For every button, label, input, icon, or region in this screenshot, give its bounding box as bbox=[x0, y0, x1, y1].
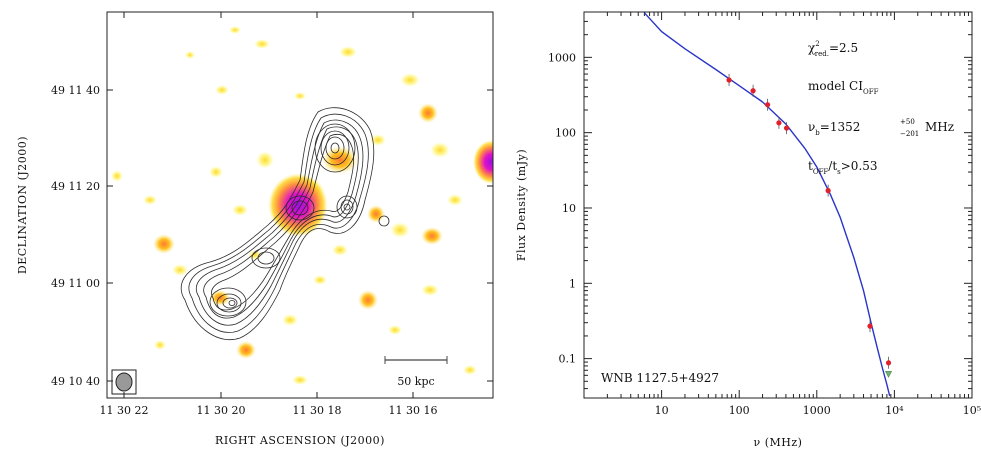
spectrum-points bbox=[726, 74, 893, 378]
left-x-tick-1: 11 30 20 bbox=[197, 404, 246, 417]
annot-model: model CIOFF bbox=[808, 79, 879, 96]
spectrum-y-tick-label: 1 bbox=[569, 277, 576, 290]
spectrum-y-tick-label: 1000 bbox=[548, 51, 576, 64]
left-y-tick-1: 49 11 20 bbox=[51, 180, 100, 193]
left-x-tick-0: 11 30 22 bbox=[100, 404, 149, 417]
annot-time-ratio: tOFF/ts>0.53 bbox=[808, 159, 878, 176]
scale-bar bbox=[384, 356, 448, 364]
right-panel: 10 100 1000 10⁴ 10⁵ 0.1 1 10 100 1000 ν (MHz) Flu… bbox=[515, 11, 981, 449]
data-point bbox=[726, 77, 732, 83]
spectrum-x-axis-title: ν (MHz) bbox=[754, 436, 803, 449]
left-x-tick-3: 11 30 16 bbox=[389, 404, 438, 417]
spectrum-x-tick-label: 10⁵ bbox=[963, 404, 981, 417]
data-point bbox=[867, 323, 873, 329]
data-point bbox=[783, 125, 790, 131]
spectrum-frame bbox=[583, 11, 973, 399]
annot-nu-err-plus: +50 bbox=[900, 118, 915, 126]
fit-curve bbox=[643, 12, 891, 397]
spectrum-y-tick-label: 10 bbox=[562, 202, 576, 215]
spectrum-y-axis-title: Flux Density (mJy) bbox=[515, 149, 528, 261]
data-point bbox=[764, 102, 771, 108]
left-x-tick-2: 11 30 18 bbox=[293, 404, 342, 417]
data-point bbox=[750, 88, 756, 94]
upper-limit-marker bbox=[885, 370, 893, 378]
data-point bbox=[776, 120, 782, 126]
overlay-image bbox=[107, 12, 493, 398]
annot-nu-unit: MHz bbox=[925, 120, 954, 134]
annot-nu-err-minus: −201 bbox=[900, 130, 919, 138]
left-y-tick-0: 49 11 40 bbox=[51, 84, 100, 97]
spectrum-tick-labels: 10 100 1000 10⁴ 10⁵ 0.1 1 10 100 1000 bbox=[548, 51, 981, 417]
spectrum-ticks bbox=[583, 11, 972, 399]
annot-chi: χ2 red.=2.5 bbox=[808, 40, 858, 58]
data-point bbox=[825, 188, 831, 194]
data-point bbox=[885, 360, 892, 366]
spectrum-x-tick-label: 1000 bbox=[803, 404, 831, 417]
annot-break-frequency: νb=1352 bbox=[808, 120, 860, 137]
left-y-tick-2: 49 11 00 bbox=[51, 277, 100, 290]
left-y-axis-title: DECLINATION (J2000) bbox=[16, 136, 29, 274]
spectrum-x-tick-label: 100 bbox=[729, 404, 750, 417]
spectrum-y-tick-label: 0.1 bbox=[559, 353, 577, 366]
left-y-tick-3: 49 10 40 bbox=[51, 375, 100, 388]
scale-bar-label: 50 kpc bbox=[397, 375, 434, 388]
left-x-axis-title: RIGHT ASCENSION (J2000) bbox=[215, 434, 385, 447]
left-panel: 11 30 22 11 30 20 11 30 18 11 30 16 49 1… bbox=[16, 11, 494, 447]
left-ticks bbox=[107, 12, 493, 398]
spectrum-y-tick-label: 100 bbox=[555, 127, 576, 140]
spectrum-x-tick-label: 10⁴ bbox=[885, 404, 904, 417]
left-frame bbox=[106, 11, 494, 399]
fit-annotations: χ2 red.=2.5 model CIOFF νb=1352 +50 −201 … bbox=[601, 40, 954, 385]
source-name: WNB 1127.5+4927 bbox=[601, 371, 719, 385]
radio-contours bbox=[180, 107, 390, 341]
spectrum-x-tick-label: 10 bbox=[655, 404, 669, 417]
